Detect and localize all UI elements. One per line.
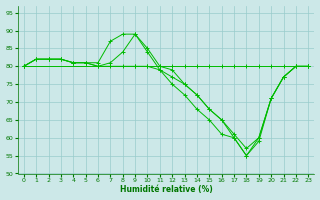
X-axis label: Humidité relative (%): Humidité relative (%) — [120, 185, 212, 194]
